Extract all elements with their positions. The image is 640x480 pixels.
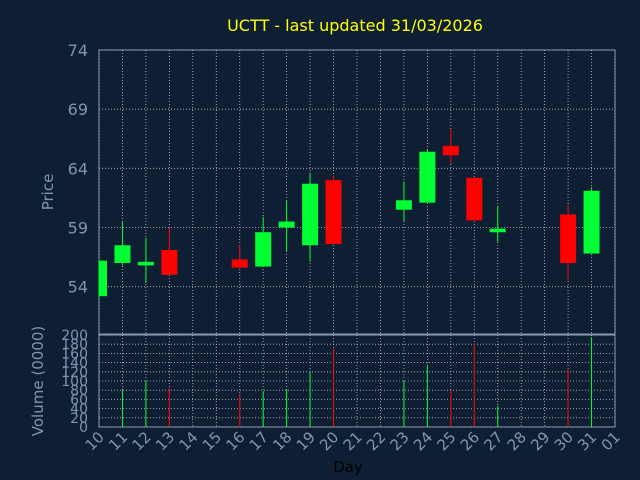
x-tick-label: 17	[246, 428, 272, 454]
volume-tick-label: 140	[61, 356, 88, 372]
candle-body	[395, 200, 412, 210]
price-axis-label: Price	[39, 174, 57, 211]
x-tick-label: 31	[574, 428, 600, 454]
candle-body	[325, 180, 342, 245]
candle-body	[583, 190, 600, 254]
x-tick-label: 23	[387, 428, 413, 454]
candle-body	[419, 151, 436, 203]
price-tick-label: 69	[68, 100, 88, 119]
x-tick-label: 01	[598, 428, 624, 454]
candle-body	[161, 249, 178, 275]
x-tick-label: 30	[551, 428, 577, 454]
x-tick-label: 28	[504, 428, 530, 454]
candle-body	[489, 228, 506, 233]
candle-body	[302, 183, 319, 246]
volume-tick-label: 60	[70, 392, 88, 408]
candle-body	[137, 261, 154, 266]
volume-tick-label: 180	[61, 337, 88, 353]
candle-body	[442, 145, 459, 156]
x-tick-label: 19	[293, 428, 319, 454]
candle-body	[99, 260, 107, 297]
x-tick-label: 18	[269, 428, 295, 454]
x-tick-label: 14	[175, 428, 201, 454]
x-tick-label: 26	[457, 428, 483, 454]
x-tick-label: 25	[433, 428, 459, 454]
candle-body	[255, 232, 272, 267]
x-tick-label: 22	[363, 428, 389, 454]
price-tick-label: 59	[68, 219, 88, 238]
candle-body	[466, 177, 483, 221]
x-tick-label: 12	[129, 428, 155, 454]
volume-tick-label: 200	[61, 328, 88, 344]
chart-title: UCTT - last updated 31/03/2026	[227, 16, 483, 35]
price-tick-label: 54	[68, 278, 88, 297]
volume-tick-label: 100	[61, 374, 88, 390]
x-tick-label: 29	[527, 428, 553, 454]
volume-tick-label: 40	[70, 402, 88, 418]
x-axis: 1011121314151617181920212223242526272829…	[82, 428, 624, 454]
volume-tick-label: 0	[79, 420, 88, 436]
x-tick-label: 16	[222, 428, 248, 454]
x-tick-label: 21	[340, 428, 366, 454]
x-tick-label: 20	[316, 428, 342, 454]
candle-body	[114, 245, 131, 263]
candle-body	[231, 259, 248, 268]
volume-tick-label: 20	[70, 411, 88, 427]
candle-body	[560, 214, 577, 263]
price-tick-label: 64	[68, 159, 88, 178]
x-tick-label: 15	[199, 428, 225, 454]
price-panel: 54 59 64 69 74	[68, 41, 616, 335]
x-tick-label: 27	[480, 428, 506, 454]
price-tick-label: 74	[68, 41, 88, 60]
x-tick-label: 11	[105, 428, 131, 454]
candle-body	[278, 221, 295, 228]
x-tick-label: 13	[152, 428, 178, 454]
volume-tick-label: 120	[61, 365, 88, 381]
volume-tick-label: 80	[70, 383, 88, 399]
x-axis-label: Day	[333, 458, 363, 476]
volume-axis-label: Volume (0000)	[29, 326, 47, 436]
x-tick-label: 24	[410, 428, 436, 454]
volume-tick-label: 160	[61, 346, 88, 362]
